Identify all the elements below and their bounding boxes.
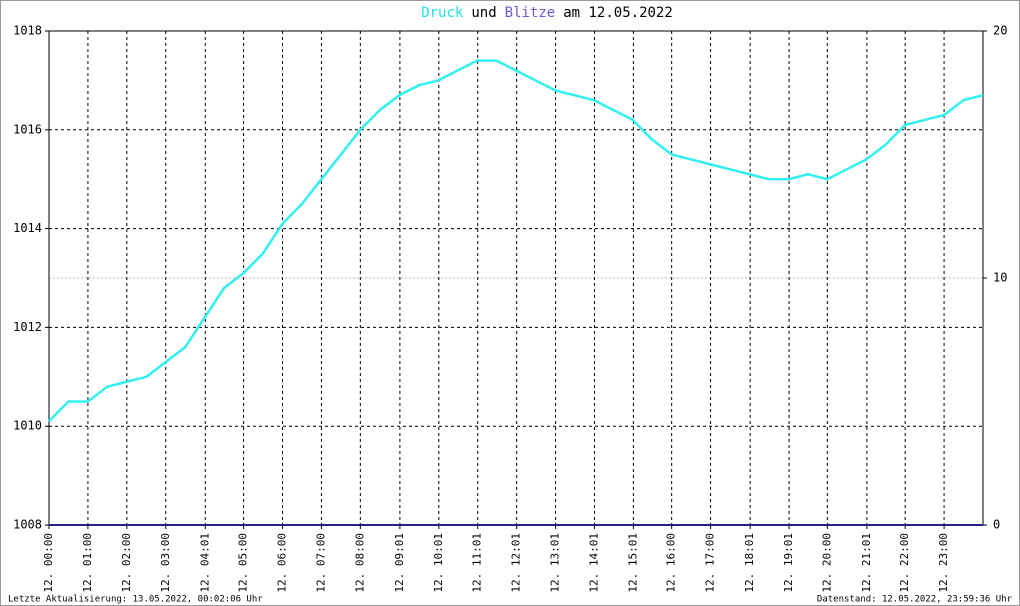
y2-tick-label: 10: [993, 271, 1007, 285]
x-tick-label: 12. 16:00: [665, 533, 678, 593]
title-part: Blitze: [505, 5, 556, 21]
x-tick-label: 12. 08:00: [353, 533, 366, 593]
x-tick-label: 12. 22:00: [898, 533, 911, 593]
x-tick-label: 12. 03:00: [159, 533, 172, 593]
x-tick-label: 12. 02:00: [120, 533, 133, 593]
x-tick-label: 12. 18:01: [743, 533, 756, 593]
chart-title: Druck und Blitze am 12.05.2022: [421, 5, 673, 21]
x-tick-label: 12. 23:00: [937, 533, 950, 593]
x-tick-label: 12. 01:00: [81, 533, 94, 593]
y2-tick-label: 0: [993, 518, 1000, 532]
y-tick-label: 1016: [13, 122, 42, 136]
x-tick-label: 12. 09:01: [393, 533, 406, 593]
y-tick-label: 1008: [13, 518, 42, 532]
x-tick-label: 12. 07:00: [314, 533, 327, 593]
series-line: [48, 59, 984, 423]
x-tick-label: 12. 05:00: [237, 533, 250, 593]
x-tick-label: 12. 00:00: [42, 533, 55, 593]
x-tick-label: 12. 15:01: [626, 533, 639, 593]
title-part: und: [471, 5, 496, 21]
y-tick-label: 1014: [13, 221, 42, 235]
y-tick-label: 1010: [13, 419, 42, 433]
footer-left: Letzte Aktualisierung: 13.05.2022, 00:02…: [8, 595, 263, 605]
y2-tick-label: 20: [993, 24, 1007, 38]
footer-right: Datenstand: 12.05.2022, 23:59:36 Uhr: [817, 595, 1013, 605]
x-tick-label: 12. 17:00: [704, 533, 717, 593]
title-part: am 12.05.2022: [563, 5, 673, 21]
x-tick-label: 12. 14:01: [587, 533, 600, 593]
y-tick-label: 1018: [13, 24, 42, 38]
x-tick-label: 12. 21:01: [860, 533, 873, 593]
x-tick-label: 12. 19:01: [782, 533, 795, 593]
x-tick-label: 12. 13:01: [549, 533, 562, 593]
title-part: Druck: [421, 5, 464, 21]
x-tick-label: 12. 11:01: [471, 533, 484, 593]
x-tick-label: 12. 20:00: [820, 533, 833, 593]
x-tick-label: 12. 04:01: [198, 533, 211, 593]
y-tick-label: 1012: [13, 320, 42, 334]
x-tick-label: 12. 06:00: [276, 533, 289, 593]
x-tick-label: 12. 12:01: [510, 533, 523, 593]
x-tick-label: 12. 10:01: [432, 533, 445, 593]
